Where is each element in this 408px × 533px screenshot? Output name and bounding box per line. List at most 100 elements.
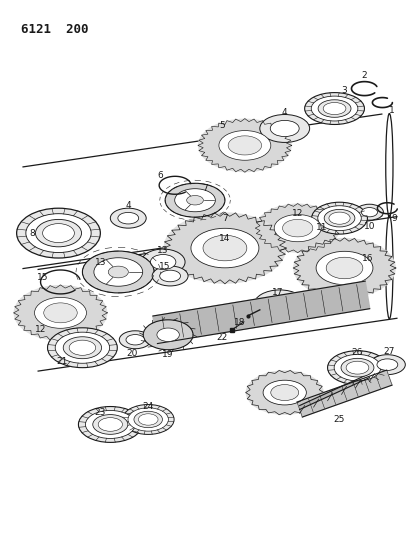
Text: 2: 2 <box>361 71 367 80</box>
Ellipse shape <box>198 119 292 172</box>
Text: 16: 16 <box>361 254 373 263</box>
Text: 6: 6 <box>157 171 163 180</box>
Polygon shape <box>198 119 292 172</box>
Ellipse shape <box>143 320 193 350</box>
Text: 12: 12 <box>35 325 46 334</box>
Text: 7: 7 <box>202 184 208 193</box>
Text: 15: 15 <box>160 262 171 271</box>
Text: 4: 4 <box>125 201 131 209</box>
Text: 22: 22 <box>216 333 228 342</box>
Text: 19: 19 <box>162 350 174 359</box>
Text: 13: 13 <box>157 246 169 255</box>
Ellipse shape <box>355 204 384 220</box>
Ellipse shape <box>228 136 262 155</box>
Text: 11: 11 <box>316 223 327 232</box>
Text: 1: 1 <box>388 106 394 115</box>
Ellipse shape <box>271 385 299 400</box>
Ellipse shape <box>164 212 286 284</box>
Ellipse shape <box>203 235 247 261</box>
Ellipse shape <box>13 285 107 341</box>
Ellipse shape <box>329 212 350 224</box>
Text: 12: 12 <box>292 209 304 217</box>
Polygon shape <box>293 238 396 298</box>
Text: 5: 5 <box>219 121 225 130</box>
Ellipse shape <box>255 204 340 253</box>
Ellipse shape <box>126 335 144 345</box>
Ellipse shape <box>78 407 142 442</box>
Polygon shape <box>246 370 324 415</box>
Ellipse shape <box>311 96 358 121</box>
Ellipse shape <box>44 303 77 323</box>
Ellipse shape <box>48 328 117 368</box>
Ellipse shape <box>246 370 324 415</box>
Ellipse shape <box>17 208 100 258</box>
Ellipse shape <box>274 215 321 242</box>
Ellipse shape <box>35 220 82 247</box>
Ellipse shape <box>318 100 351 117</box>
Text: 23: 23 <box>95 408 106 417</box>
Ellipse shape <box>110 208 146 228</box>
Text: 13: 13 <box>95 257 106 266</box>
Text: 3: 3 <box>341 86 347 95</box>
Text: 14: 14 <box>219 233 231 243</box>
Ellipse shape <box>282 220 313 237</box>
Ellipse shape <box>312 202 368 234</box>
Ellipse shape <box>270 120 299 136</box>
Ellipse shape <box>318 206 361 231</box>
Ellipse shape <box>42 224 74 243</box>
Text: 15: 15 <box>37 273 48 282</box>
Text: 18: 18 <box>234 318 246 327</box>
Ellipse shape <box>165 183 225 217</box>
Ellipse shape <box>98 418 122 431</box>
Ellipse shape <box>93 415 128 434</box>
Ellipse shape <box>369 354 405 375</box>
Text: 27: 27 <box>384 347 395 356</box>
Ellipse shape <box>151 254 176 270</box>
Ellipse shape <box>326 257 363 279</box>
Polygon shape <box>255 204 340 253</box>
Ellipse shape <box>323 102 346 115</box>
Ellipse shape <box>108 266 129 278</box>
Ellipse shape <box>219 131 271 160</box>
Ellipse shape <box>263 380 306 405</box>
Ellipse shape <box>361 207 377 217</box>
Ellipse shape <box>186 196 204 205</box>
Ellipse shape <box>118 212 139 224</box>
Ellipse shape <box>377 359 398 370</box>
Text: 7: 7 <box>222 214 228 223</box>
Text: 25: 25 <box>334 415 345 424</box>
Ellipse shape <box>85 410 135 439</box>
Ellipse shape <box>260 115 310 142</box>
Ellipse shape <box>324 209 355 227</box>
Ellipse shape <box>305 93 364 125</box>
Ellipse shape <box>191 228 259 268</box>
Ellipse shape <box>138 414 158 425</box>
Text: 24: 24 <box>142 402 154 411</box>
Text: 20: 20 <box>126 349 138 358</box>
Ellipse shape <box>35 297 86 328</box>
Ellipse shape <box>122 405 174 434</box>
Text: 21: 21 <box>57 357 68 366</box>
Ellipse shape <box>293 238 396 298</box>
Text: 4: 4 <box>282 108 288 117</box>
Ellipse shape <box>254 290 306 320</box>
Ellipse shape <box>160 270 180 282</box>
Polygon shape <box>13 285 107 341</box>
Ellipse shape <box>26 214 91 253</box>
Text: 9: 9 <box>391 214 397 223</box>
Ellipse shape <box>328 351 387 385</box>
Polygon shape <box>299 374 369 409</box>
Ellipse shape <box>152 266 188 286</box>
Ellipse shape <box>119 331 151 349</box>
Text: 8: 8 <box>30 229 35 238</box>
Polygon shape <box>164 212 286 284</box>
Ellipse shape <box>63 337 102 359</box>
Ellipse shape <box>341 358 374 377</box>
Ellipse shape <box>55 332 110 364</box>
Text: 6121  200: 6121 200 <box>21 23 88 36</box>
Ellipse shape <box>69 340 95 356</box>
Ellipse shape <box>134 411 162 427</box>
Ellipse shape <box>265 296 295 313</box>
Ellipse shape <box>334 354 381 381</box>
Ellipse shape <box>316 252 373 285</box>
